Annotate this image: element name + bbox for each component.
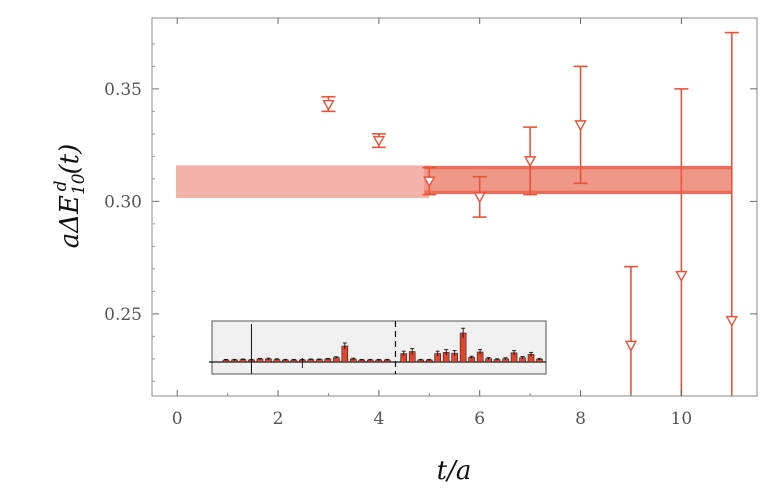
y-tick-label: 0.25 <box>104 305 142 325</box>
y-axis-label-tail: (t) <box>55 144 85 175</box>
data-point-triangle <box>372 135 386 148</box>
x-tick-label: 6 <box>474 409 485 429</box>
y-axis-label-sup: d <box>51 180 71 191</box>
band-wide <box>176 165 430 198</box>
data-point-triangle <box>675 270 688 283</box>
x-tick-label: 4 <box>373 409 384 429</box>
y-axis-label: aΔE10d (t) <box>51 144 89 249</box>
data-point-triangle <box>574 120 587 132</box>
x-axis-label: t/a <box>437 456 472 486</box>
data-point-triangle <box>473 192 486 204</box>
inset-frame <box>211 320 547 375</box>
y-axis-label-sub: 10 <box>69 173 89 195</box>
plot-frame <box>151 17 758 397</box>
data-points-layer <box>321 31 739 396</box>
x-tick-label: 2 <box>273 409 284 429</box>
bands-layer <box>176 165 732 198</box>
band-fit <box>424 167 732 193</box>
data-point-triangle <box>624 340 638 352</box>
y-tick-label: 0.30 <box>104 192 142 212</box>
x-tick-label: 10 <box>671 409 693 429</box>
data-point-triangle <box>725 315 738 328</box>
y-axis-label-main: aΔE <box>55 195 85 248</box>
axes-layer: 0 2 4 6 8 10 0.25 0.30 0.35 <box>104 18 757 429</box>
x-tick-label: 8 <box>575 409 586 429</box>
inset-chart <box>209 320 547 375</box>
y-tick-label: 0.35 <box>104 80 142 100</box>
data-point-triangle <box>523 156 537 168</box>
data-point-triangle <box>423 176 436 188</box>
x-tick-label: 0 <box>172 409 183 429</box>
data-point-triangle <box>322 99 335 112</box>
